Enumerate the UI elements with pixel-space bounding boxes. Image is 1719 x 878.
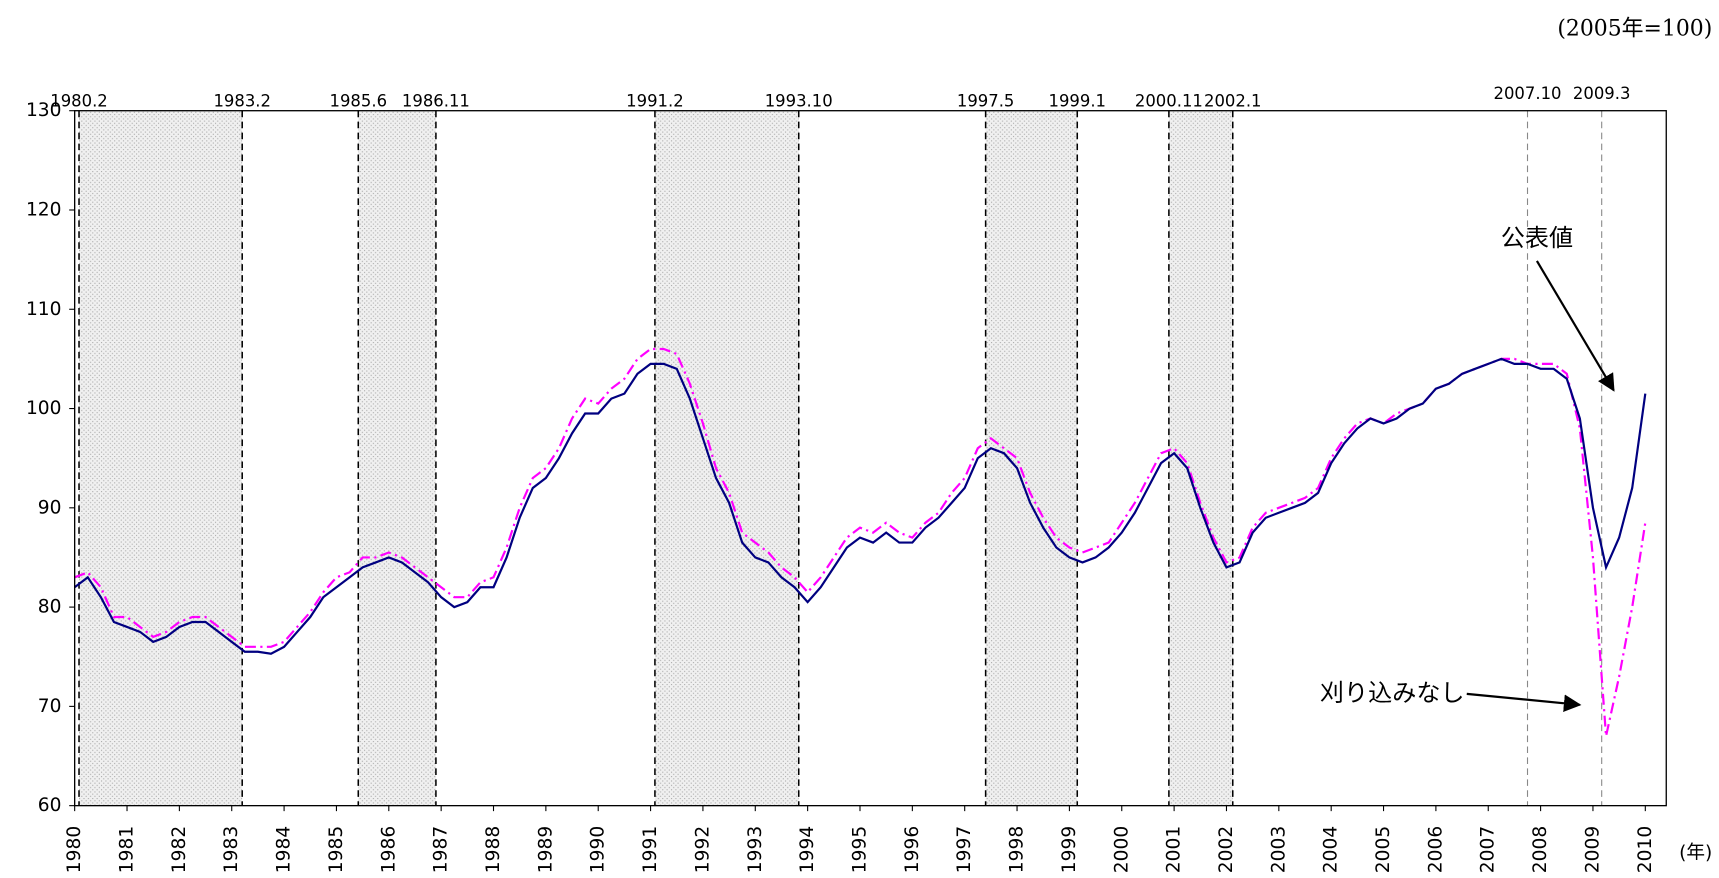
- x-tick-label: 1980: [64, 826, 85, 873]
- x-tick-label: 2010: [1635, 826, 1656, 873]
- recession-band: [985, 110, 1078, 806]
- reference-label: 1980.2: [50, 91, 108, 110]
- y-tick-label: 60: [38, 795, 62, 816]
- y-tick-label: 120: [26, 199, 62, 220]
- recession-band: [654, 110, 799, 806]
- x-unit: (年): [1679, 842, 1712, 863]
- x-tick-label: 1992: [692, 826, 713, 873]
- x-tick-label: 1997: [954, 826, 975, 873]
- y-tick-label: 100: [26, 398, 62, 419]
- x-tick-label: 1996: [902, 826, 923, 873]
- reference-label: 2009.3: [1573, 84, 1631, 103]
- x-tick-label: 1982: [169, 826, 190, 873]
- x-tick-label: 2001: [1164, 826, 1185, 873]
- annotation-arrow: [1535, 260, 1615, 392]
- x-tick-label: 1991: [640, 826, 661, 873]
- x-tick-label: 1986: [378, 826, 399, 873]
- x-tick-label: 1999: [1059, 826, 1080, 873]
- x-tick-label: 2005: [1373, 826, 1394, 873]
- reference-label: 1993.10: [765, 91, 833, 110]
- x-tick-label: 1988: [483, 826, 504, 873]
- series-line: [74, 357, 1647, 655]
- series-line: [74, 347, 1647, 737]
- x-tick-label: 1987: [431, 826, 452, 873]
- plot-frame: [74, 110, 1667, 807]
- shading-layer: [79, 110, 1233, 806]
- y-tick-label: 80: [38, 597, 62, 618]
- x-tick-label: 2007: [1478, 826, 1499, 873]
- reference-label: 1997.5: [957, 91, 1015, 110]
- y-tick-label: 70: [38, 696, 62, 717]
- x-tick-label: 1995: [849, 826, 870, 873]
- x-tick-label: 1993: [745, 826, 766, 873]
- x-tick-label: 1981: [117, 826, 138, 873]
- reference-label: 2002.1: [1204, 91, 1262, 110]
- reference-label: 1991.2: [626, 91, 684, 110]
- reference-label: 1985.6: [330, 91, 388, 110]
- x-tick-label: 1990: [588, 826, 609, 873]
- annotation: 公表値: [1501, 224, 1573, 252]
- y-tick-label: 130: [26, 100, 62, 121]
- annotation: 刈り込みなし: [1320, 679, 1465, 707]
- reference-label: 2000.11: [1135, 91, 1203, 110]
- reference-label: 1999.1: [1049, 91, 1107, 110]
- x-tick-label: 2008: [1530, 826, 1551, 873]
- x-tick-label: 2004: [1321, 826, 1342, 873]
- x-tick-label: 1984: [274, 826, 295, 873]
- series-layer: [74, 347, 1647, 737]
- x-tick-label: 1994: [797, 826, 818, 873]
- reference-layer: [78, 110, 1603, 806]
- reference-label: 2007.10: [1494, 84, 1562, 103]
- unit-note: (2005年=100): [1557, 17, 1712, 42]
- x-tick-label: 1985: [326, 826, 347, 873]
- x-tick-label: 2002: [1216, 826, 1237, 873]
- reference-label: 1986.11: [402, 91, 470, 110]
- x-tick-label: 2009: [1582, 826, 1603, 873]
- y-tick-label: 110: [26, 299, 62, 320]
- x-tick-label: 1998: [1007, 826, 1028, 873]
- x-tick-label: 2003: [1268, 826, 1289, 873]
- x-tick-label: 2006: [1425, 826, 1446, 873]
- x-tick-label: 1989: [535, 826, 556, 873]
- reference-label: 1983.2: [213, 91, 271, 110]
- x-tick-label: 2000: [1111, 826, 1132, 873]
- y-tick-label: 90: [38, 497, 62, 518]
- recession-band: [358, 110, 436, 806]
- recession-band: [79, 110, 243, 806]
- x-tick-label: 1983: [221, 826, 242, 873]
- annotation-arrow: [1466, 692, 1582, 713]
